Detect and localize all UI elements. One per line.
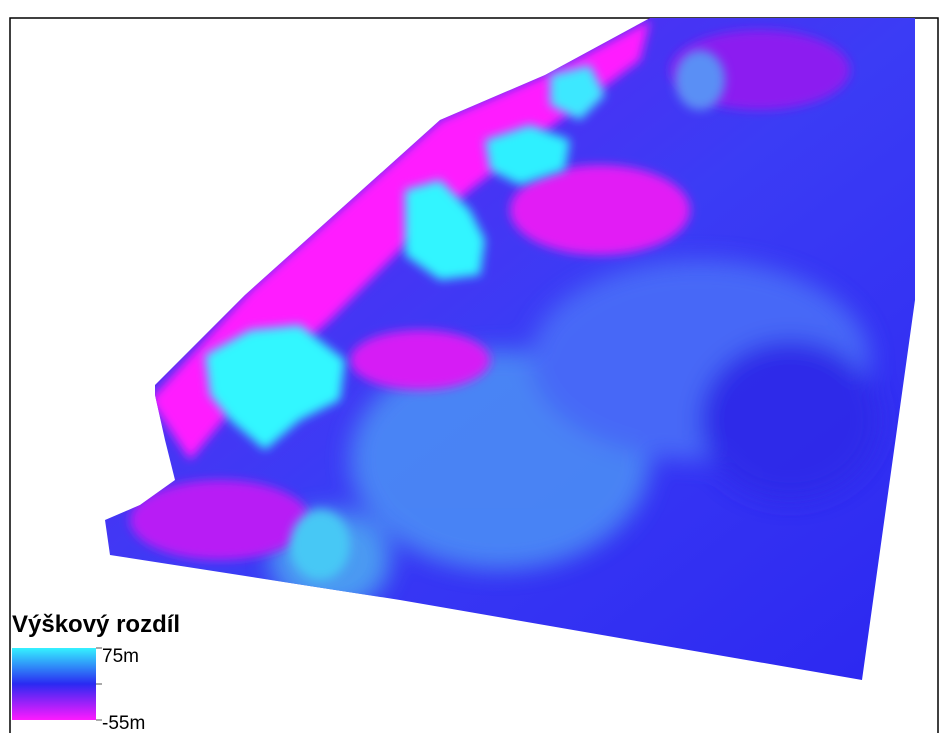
legend-ramp [12,648,96,720]
page: Výškový rozdíl 75m -55m [0,0,945,733]
legend-max-label: 75m [102,646,139,667]
map: Výškový rozdíl 75m -55m [0,0,945,733]
legend-title: Výškový rozdíl [12,611,180,638]
legend-min-label: -55m [102,713,145,733]
